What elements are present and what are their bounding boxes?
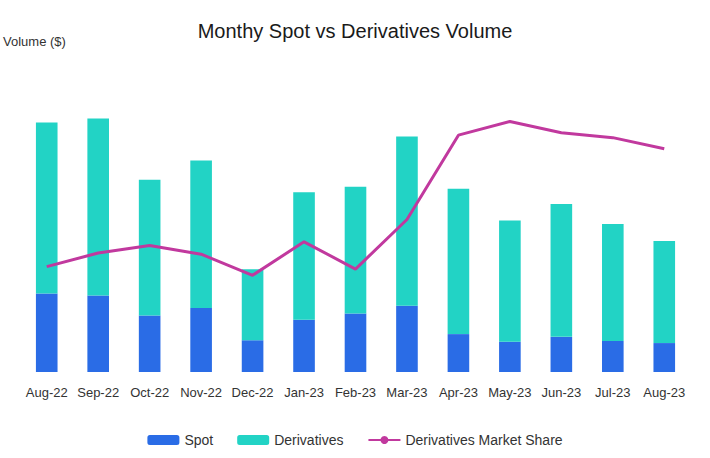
svg-text:Monthy Spot vs Derivatives Vol: Monthy Spot vs Derivatives Volume [198,20,513,42]
svg-text:Oct-22: Oct-22 [130,385,169,400]
svg-text:Apr-23: Apr-23 [439,385,478,400]
svg-text:Aug-22: Aug-22 [26,385,68,400]
svg-text:Feb-23: Feb-23 [335,385,376,400]
svg-text:May-23: May-23 [488,385,531,400]
svg-text:Derivatives: Derivatives [274,432,343,448]
svg-text:Spot: Spot [184,432,213,448]
svg-text:Aug-23: Aug-23 [643,385,685,400]
svg-text:Nov-22: Nov-22 [180,385,222,400]
svg-text:Dec-22: Dec-22 [232,385,274,400]
svg-text:Jul-23: Jul-23 [595,385,630,400]
svg-text:Volume ($): Volume ($) [3,34,66,49]
svg-text:Jan-23: Jan-23 [284,385,324,400]
svg-text:Derivatives Market Share: Derivatives Market Share [405,432,562,448]
svg-text:Jun-23: Jun-23 [541,385,581,400]
svg-text:Mar-23: Mar-23 [386,385,427,400]
svg-text:Sep-22: Sep-22 [77,385,119,400]
